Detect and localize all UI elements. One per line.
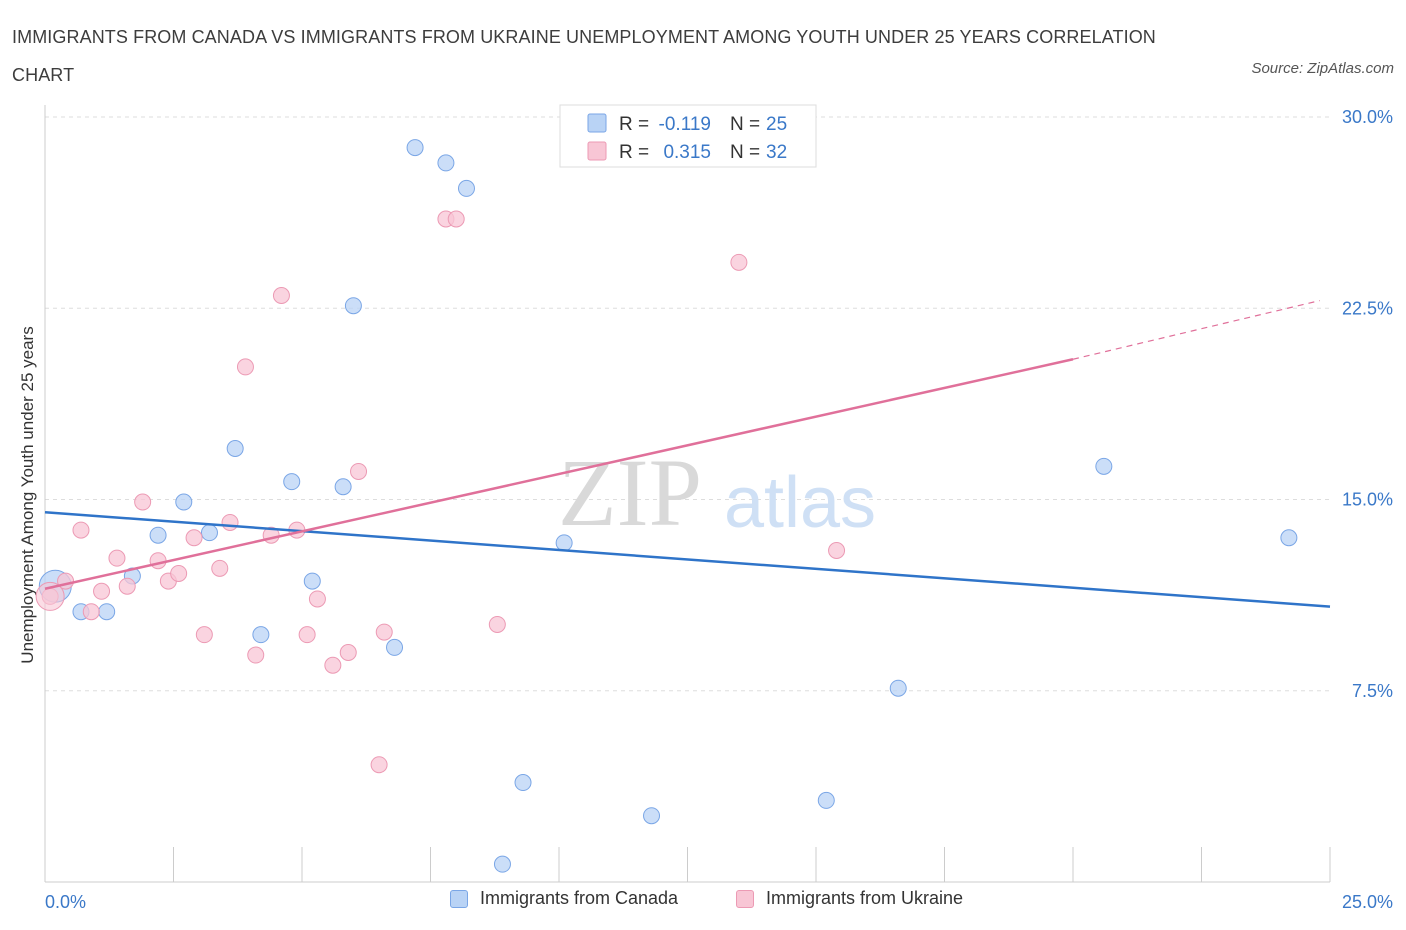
canada-point[interactable]: [344, 297, 362, 315]
ukraine-point[interactable]: [82, 603, 100, 621]
ukraine-point[interactable]: [221, 513, 239, 531]
axes: [44, 105, 1331, 883]
watermark-zip: ZIP: [558, 439, 702, 546]
legend-top: R = -0.119 N = 25 R = 0.315 N = 32: [559, 104, 817, 168]
ukraine-point[interactable]: [118, 577, 136, 595]
x-tick-label-max: 25.0%: [1342, 892, 1393, 912]
y-tick-label-3: 30.0%: [1342, 107, 1393, 127]
canada-point[interactable]: [514, 774, 532, 792]
watermark: ZIP atlas: [558, 439, 876, 546]
legend-r-label-0: R =: [619, 114, 649, 135]
ukraine-point[interactable]: [149, 552, 167, 570]
canada-point[interactable]: [283, 473, 301, 491]
ukraine-point[interactable]: [272, 287, 290, 304]
canada-point[interactable]: [252, 626, 270, 644]
canada-point[interactable]: [149, 526, 167, 544]
legend-r-value-1: 0.315: [663, 142, 711, 163]
canada-point[interactable]: [406, 139, 424, 157]
ukraine-point[interactable]: [488, 615, 506, 633]
legend-swatch-ukraine: [736, 889, 754, 908]
tick-labels: 7.5% 15.0% 22.5% 30.0% 0.0% 25.0%: [45, 107, 1393, 912]
watermark-atlas: atlas: [724, 463, 876, 543]
ukraine-point[interactable]: [108, 549, 126, 567]
ukraine-point[interactable]: [134, 493, 152, 511]
legend-n-label-1: N =: [730, 142, 760, 163]
legend-bottom: Immigrants from Canada Immigrants from U…: [0, 888, 1406, 918]
ukraine-point[interactable]: [370, 756, 388, 774]
grid-lines: [45, 116, 1330, 692]
canada-point[interactable]: [817, 791, 835, 809]
y-tick-label-2: 22.5%: [1342, 298, 1393, 318]
canada-point[interactable]: [493, 855, 511, 873]
legend-swatch-0: [587, 113, 607, 133]
source-label: Source: ZipAtlas.com: [1251, 60, 1394, 77]
canada-point[interactable]: [303, 572, 321, 590]
canada-point[interactable]: [437, 154, 455, 172]
canada-point[interactable]: [386, 638, 404, 656]
canada-point[interactable]: [175, 493, 193, 511]
ukraine-point[interactable]: [339, 644, 357, 661]
trend-line-ukraine-extension: [1072, 300, 1320, 360]
ukraine-point[interactable]: [828, 542, 846, 559]
legend-n-value-1: 32: [766, 142, 787, 163]
ukraine-point[interactable]: [247, 646, 265, 664]
chart-title: IMMIGRANTS FROM CANADA VS IMMIGRANTS FRO…: [12, 27, 1156, 85]
legend-label-ukraine: Immigrants from Ukraine: [766, 888, 964, 908]
ukraine-point[interactable]: [93, 582, 111, 600]
legend-n-value-0: 25: [766, 114, 787, 135]
legend-r-label-1: R =: [619, 142, 649, 163]
ukraine-point[interactable]: [447, 210, 465, 228]
canada-point[interactable]: [226, 440, 244, 457]
legend-swatch-canada: [450, 889, 468, 908]
legend-r-value-0: -0.119: [659, 114, 711, 135]
ukraine-point[interactable]: [350, 462, 368, 480]
canada-point[interactable]: [200, 524, 218, 542]
trend-lines: [44, 300, 1331, 608]
legend-label-canada: Immigrants from Canada: [480, 888, 679, 908]
canada-point[interactable]: [643, 807, 661, 825]
y-tick-label-1: 15.0%: [1342, 490, 1393, 510]
canada-point[interactable]: [334, 478, 352, 496]
canada-point[interactable]: [555, 534, 573, 552]
ukraine-point[interactable]: [170, 564, 188, 582]
legend-item-canada[interactable]: Immigrants from Canada: [450, 888, 678, 909]
ukraine-point[interactable]: [72, 521, 90, 539]
ukraine-point[interactable]: [185, 529, 203, 547]
ukraine-point[interactable]: [324, 656, 342, 674]
ukraine-point[interactable]: [730, 253, 748, 271]
ukraine-point[interactable]: [236, 358, 254, 376]
canada-point[interactable]: [1095, 457, 1113, 475]
legend-swatch-1: [587, 141, 607, 161]
ukraine-point[interactable]: [375, 623, 393, 641]
ukraine-point[interactable]: [211, 559, 229, 577]
ukraine-point[interactable]: [298, 626, 316, 644]
ukraine-point[interactable]: [308, 590, 326, 608]
trend-line-canada: [44, 511, 1331, 608]
ukraine-point-large[interactable]: [35, 581, 65, 611]
y-tick-label-0: 7.5%: [1352, 681, 1393, 701]
trend-line-ukraine: [44, 358, 1074, 590]
canada-point[interactable]: [98, 603, 116, 621]
canada-point[interactable]: [889, 679, 907, 697]
canada-point[interactable]: [1280, 529, 1298, 547]
legend-n-label-0: N =: [730, 114, 760, 135]
x-tick-label-min: 0.0%: [45, 892, 86, 912]
canada-point[interactable]: [457, 179, 475, 197]
ukraine-point[interactable]: [195, 626, 213, 644]
legend-item-ukraine[interactable]: Immigrants from Ukraine: [736, 888, 963, 909]
